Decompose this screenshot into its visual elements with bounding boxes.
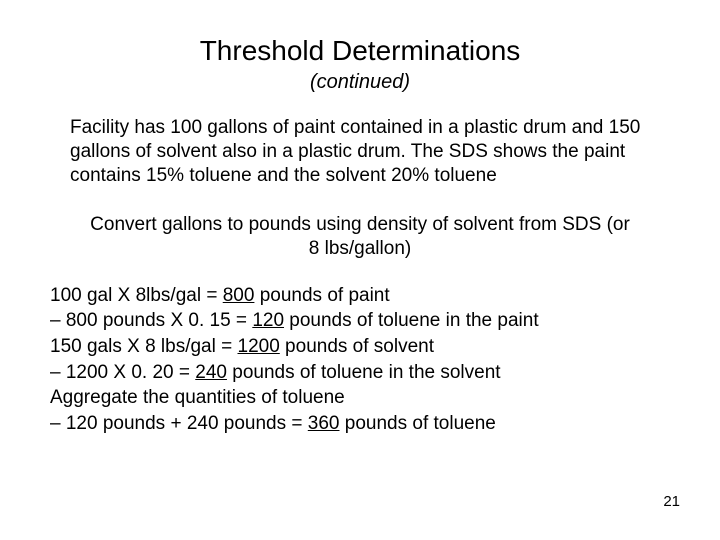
calc-1-pre: 100 gal X 8lbs/gal = [50, 285, 223, 306]
instruction-paragraph: Convert gallons to pounds using density … [90, 213, 630, 261]
calc-3-result: 1200 [238, 336, 280, 357]
calc-2-post: pounds of toluene in the paint [284, 310, 539, 331]
calc-6-post: pounds of toluene [339, 413, 495, 434]
calc-2-result: 120 [252, 310, 284, 331]
calc-3-pre: 150 gals X 8 lbs/gal = [50, 336, 238, 357]
calc-line-4: – 1200 X 0. 20 = 240 pounds of toluene i… [50, 360, 670, 386]
calculations-block: 100 gal X 8lbs/gal = 800 pounds of paint… [50, 283, 670, 437]
calc-line-2: – 800 pounds X 0. 15 = 120 pounds of tol… [50, 308, 670, 334]
calc-1-result: 800 [223, 285, 255, 306]
page-number: 21 [663, 493, 680, 510]
calc-6-pre: – 120 pounds + 240 pounds = [50, 413, 308, 434]
slide-subtitle: (continued) [50, 71, 670, 94]
calc-4-post: pounds of toluene in the solvent [227, 362, 501, 383]
intro-paragraph: Facility has 100 gallons of paint contai… [70, 116, 660, 187]
calc-2-pre: – 800 pounds X 0. 15 = [50, 310, 252, 331]
calc-4-result: 240 [195, 362, 227, 383]
calc-3-post: pounds of solvent [280, 336, 434, 357]
calc-line-3: 150 gals X 8 lbs/gal = 1200 pounds of so… [50, 334, 670, 360]
calc-4-pre: – 1200 X 0. 20 = [50, 362, 195, 383]
calc-6-result: 360 [308, 413, 340, 434]
calc-line-5: Aggregate the quantities of toluene [50, 385, 670, 411]
calc-1-post: pounds of paint [254, 285, 389, 306]
calc-line-6: – 120 pounds + 240 pounds = 360 pounds o… [50, 411, 670, 437]
slide-title: Threshold Determinations [50, 35, 670, 67]
calc-line-1: 100 gal X 8lbs/gal = 800 pounds of paint [50, 283, 670, 309]
